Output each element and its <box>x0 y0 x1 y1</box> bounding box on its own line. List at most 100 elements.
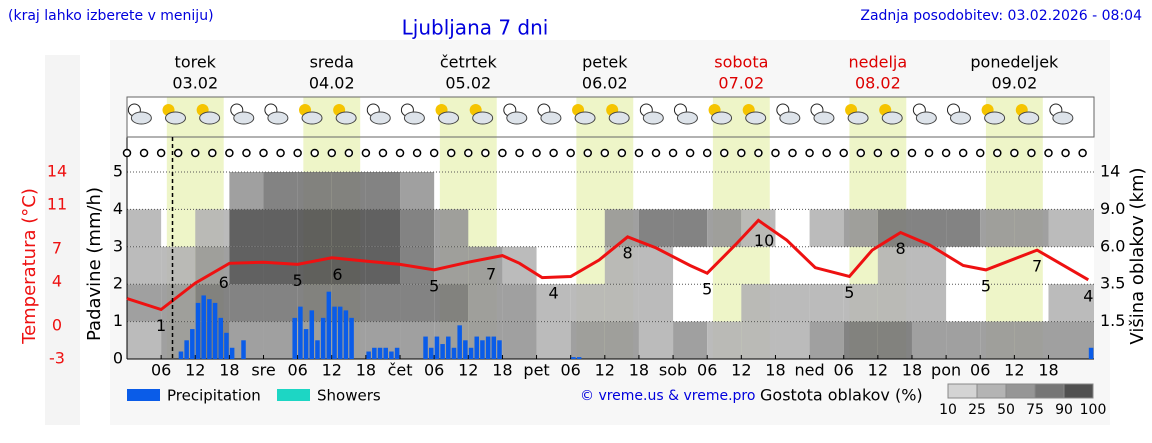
cloud-icon <box>267 111 289 125</box>
cloud-legend-swatch <box>947 383 978 399</box>
temperature-tick-label: 7 <box>52 239 62 258</box>
cloud-cell <box>843 209 878 247</box>
wind-calm <box>515 148 524 158</box>
cloud-legend-swatch <box>1005 383 1036 399</box>
cloud-icon <box>847 111 869 125</box>
day-date: 04.02 <box>309 74 355 93</box>
cloud-icon <box>745 111 767 125</box>
wind-calm <box>822 148 831 158</box>
legend-label: Showers <box>317 387 381 405</box>
x-tick-label: 18 <box>629 361 649 380</box>
cloud-cell <box>980 321 1015 359</box>
cloud-icon <box>642 111 664 125</box>
wind-calm <box>532 148 541 158</box>
wind-calm <box>907 148 917 158</box>
wind-calm <box>259 148 268 158</box>
cloud-cell <box>365 246 401 285</box>
cloud-cell <box>638 209 674 247</box>
wind-calm <box>395 148 405 158</box>
cloud-icon <box>984 111 1006 125</box>
precip-bar <box>446 336 451 359</box>
wind-calm <box>327 148 337 158</box>
cloud-cell <box>434 209 469 247</box>
legend-swatch <box>127 389 160 401</box>
day-date: 07.02 <box>718 74 764 93</box>
precip-bar <box>218 317 224 359</box>
cloud-legend-label: 10 <box>939 402 957 418</box>
cloud-cell <box>365 284 401 322</box>
y-tick-label: 2 <box>113 274 123 293</box>
y-tick-label: 3 <box>113 236 123 255</box>
wind-calm <box>754 148 763 158</box>
cloud-icon <box>676 111 698 125</box>
temperature-tick-label: 4 <box>52 272 62 291</box>
cloud-cell <box>195 321 230 359</box>
cloud-icon <box>199 111 221 125</box>
wind-calm <box>839 148 848 158</box>
precip-bar <box>457 325 462 359</box>
cloud-cell <box>331 246 366 285</box>
precip-bar <box>212 302 218 359</box>
cloud-cell <box>195 284 230 322</box>
wind-calm <box>481 148 490 158</box>
precip-bar <box>229 347 235 359</box>
cloud-cell <box>161 321 196 359</box>
wind-calm <box>600 148 610 158</box>
cloud-icon <box>881 111 903 125</box>
cloud-cell <box>877 321 912 359</box>
x-tick-label: 12 <box>185 361 205 380</box>
wind-calm <box>429 148 439 158</box>
cloud-cell <box>673 209 708 247</box>
wind-calm <box>1061 148 1070 158</box>
updated: Zadnja posodobitev: 03.02.2026 - 08:04 <box>860 8 1142 24</box>
cloud-icon <box>1018 111 1040 125</box>
wind-calm <box>412 148 422 158</box>
precip-bar <box>497 340 502 359</box>
cloud-cell <box>331 209 366 247</box>
left-strip <box>45 55 80 425</box>
cloud-cell <box>229 209 264 247</box>
precip-bar <box>428 347 434 359</box>
precip-bar <box>320 317 326 359</box>
temperature-label: 8 <box>896 239 906 258</box>
x-tick-label: 06 <box>561 361 581 380</box>
cloud-icon <box>130 111 152 125</box>
cloud-icon <box>540 111 562 125</box>
temperature-label: 10 <box>754 231 774 250</box>
cloud-icon <box>369 111 391 125</box>
cloud-cell <box>365 172 401 210</box>
cloud-cell <box>468 284 503 322</box>
x-tick-label: 18 <box>492 361 512 380</box>
icon-box <box>126 96 1095 138</box>
precip-bar <box>372 347 377 359</box>
y2-tick-label: 3.5 <box>1100 274 1125 293</box>
cloud-icon <box>335 111 357 125</box>
cloud-cell <box>877 284 912 322</box>
day-name: sobota <box>714 53 768 72</box>
day-date: 05.02 <box>445 74 491 93</box>
cloud-cell <box>502 246 537 285</box>
cloud-icon <box>233 111 255 125</box>
cloud-cell <box>946 209 981 247</box>
wind-calm <box>122 148 132 158</box>
y-axis-title: Padavine (mm/h) <box>84 187 105 341</box>
precip-bar <box>440 344 445 359</box>
cloud-cell <box>775 284 810 322</box>
cloud-legend-swatch <box>1063 383 1094 399</box>
cloud-cell <box>161 284 196 322</box>
precip-bar <box>474 336 479 359</box>
wind-calm <box>737 148 746 158</box>
day-name: četrtek <box>440 53 498 72</box>
cloud-cell <box>263 172 298 210</box>
cloud-cell <box>946 321 981 359</box>
precip-bar <box>423 336 428 359</box>
cloud-icon <box>1052 111 1074 125</box>
wind-calm <box>958 148 968 158</box>
wind-calm <box>1078 148 1087 158</box>
wind-calm <box>191 148 200 158</box>
wind-calm <box>378 148 388 158</box>
cloud-icon <box>301 111 323 125</box>
day-name: ponedeljek <box>970 53 1059 72</box>
x-tick-label: čet <box>388 361 413 380</box>
cloud-cell <box>468 321 503 359</box>
